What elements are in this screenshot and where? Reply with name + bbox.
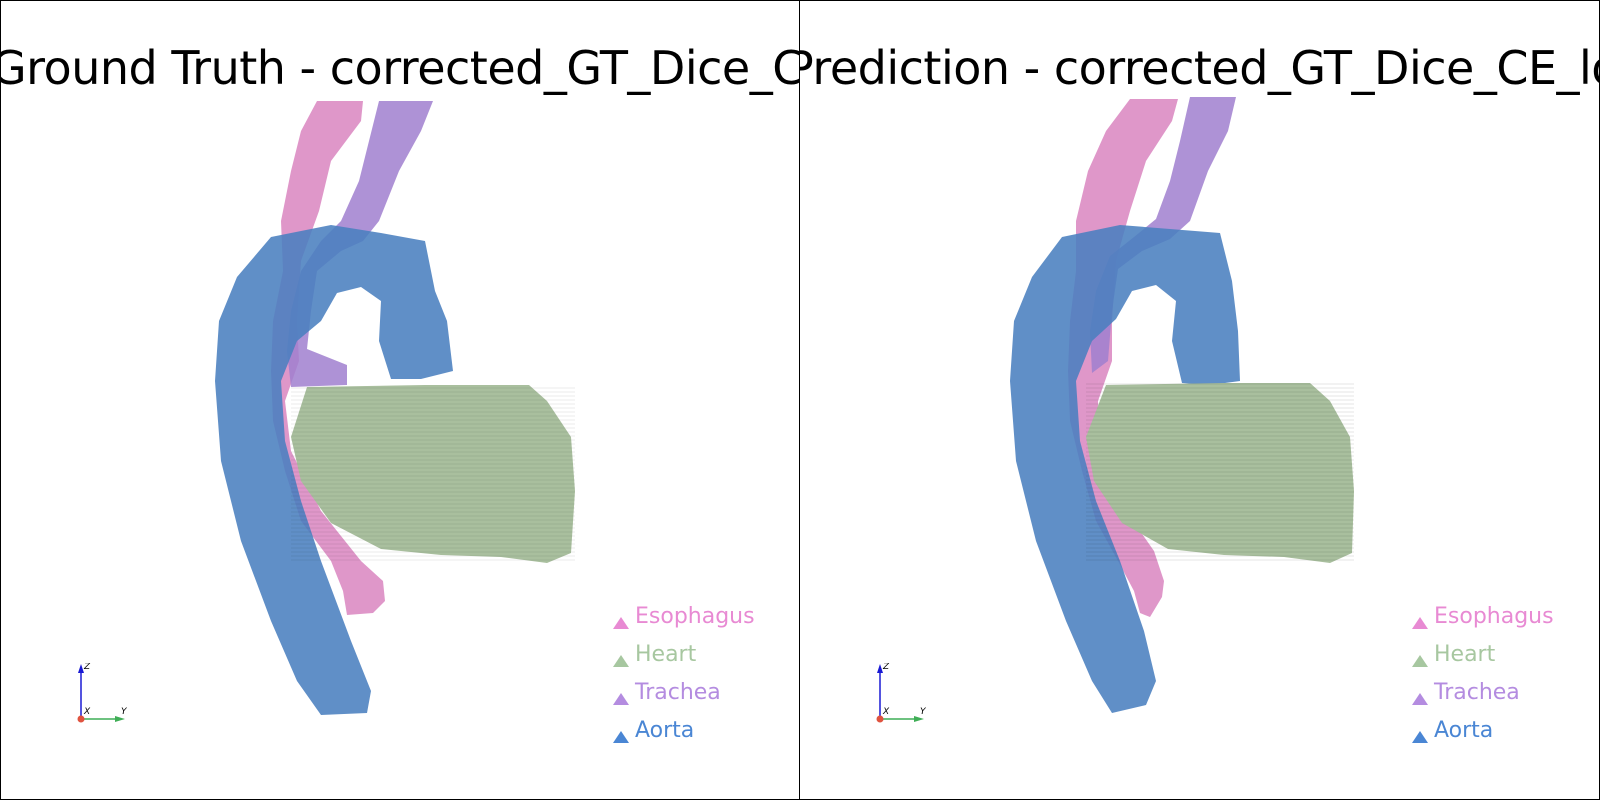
axis-y-label: Y (920, 707, 927, 717)
legend-label: Aorta (1434, 718, 1494, 743)
legend-label: Esophagus (635, 604, 755, 629)
legend-item-trachea: Trachea (607, 680, 797, 718)
viewport-title: Prediction - corrected_GT_Dice_CE_loss (799, 41, 1600, 95)
legend: Esophagus Heart Trachea Aorta (607, 604, 797, 756)
axis-y-label: Y (121, 707, 128, 717)
legend: Esophagus Heart Trachea Aorta (1406, 604, 1596, 756)
orientation-axes: Z X Y (876, 663, 927, 723)
triangle-icon (613, 617, 629, 629)
legend-label: Trachea (1434, 680, 1520, 705)
legend-label: Trachea (635, 680, 721, 705)
viewport-ground-truth[interactable]: Ground Truth - corrected_GT_Dice_CE_loss… (0, 0, 801, 800)
aorta-mesh (215, 225, 453, 715)
legend-item-esophagus: Esophagus (607, 604, 797, 642)
triangle-icon (613, 655, 629, 667)
triangle-icon (613, 693, 629, 705)
legend-label: Esophagus (1434, 604, 1554, 629)
triangle-icon (1412, 617, 1428, 629)
axis-x-label: X (83, 707, 91, 717)
triangle-icon (613, 731, 629, 743)
segmentation-render[interactable] (1, 1, 801, 800)
orientation-axes: Z X Y (77, 663, 128, 723)
legend-item-esophagus: Esophagus (1406, 604, 1596, 642)
legend-label: Aorta (635, 718, 695, 743)
viewport-prediction[interactable]: Prediction - corrected_GT_Dice_CE_loss Z… (799, 0, 1600, 800)
axis-x-label: X (882, 707, 890, 717)
triangle-icon (1412, 655, 1428, 667)
trachea-mesh (287, 101, 433, 387)
legend-item-heart: Heart (1406, 642, 1596, 680)
viewport-title: Ground Truth - corrected_GT_Dice_CE_loss (0, 41, 801, 95)
segmentation-render[interactable] (800, 1, 1600, 800)
axis-z-label: Z (83, 663, 91, 672)
legend-item-aorta: Aorta (607, 718, 797, 756)
legend-item-heart: Heart (607, 642, 797, 680)
legend-label: Heart (1434, 642, 1496, 667)
axis-z-label: Z (882, 663, 890, 672)
triangle-icon (1412, 731, 1428, 743)
legend-item-trachea: Trachea (1406, 680, 1596, 718)
legend-item-aorta: Aorta (1406, 718, 1596, 756)
triangle-icon (1412, 693, 1428, 705)
legend-label: Heart (635, 642, 697, 667)
aorta-mesh (1010, 225, 1240, 713)
